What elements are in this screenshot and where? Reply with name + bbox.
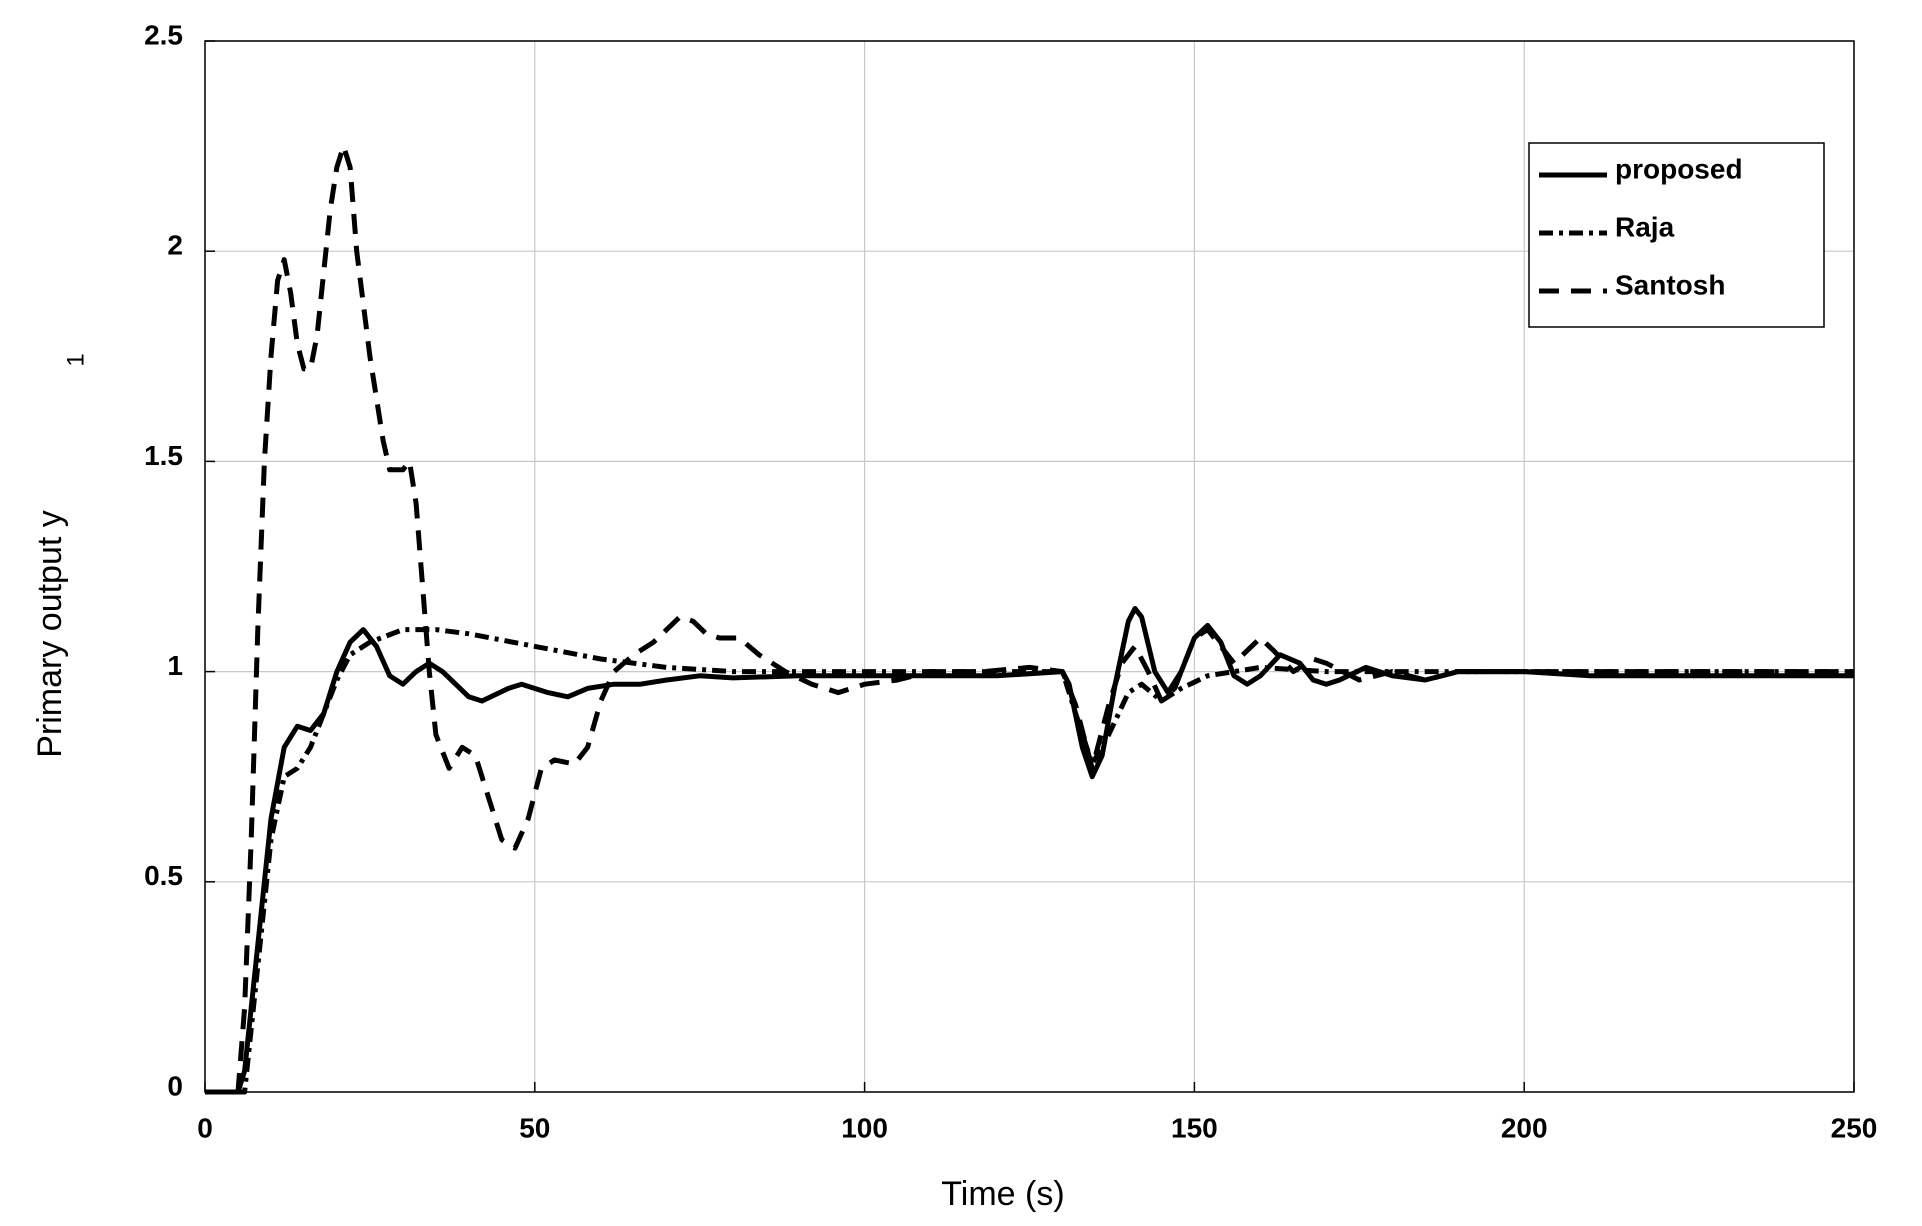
y-tick-label: 1.5	[144, 440, 183, 471]
series-line	[205, 143, 1854, 1095]
series-line	[205, 627, 1854, 1095]
plot-frame	[204, 40, 1855, 1093]
series-line	[205, 606, 1854, 1095]
x-tick-label: 50	[519, 1112, 550, 1143]
legend-label: proposed	[1615, 153, 1743, 184]
x-tick-label: 0	[197, 1112, 213, 1143]
x-tick-label: 150	[1171, 1112, 1218, 1143]
y-tick-label: 0.5	[144, 860, 183, 891]
legend-label: Santosh	[1615, 269, 1725, 300]
x-tick-label: 100	[841, 1112, 888, 1143]
y-tick-label: 1	[167, 650, 183, 681]
y-tick-label: 0	[167, 1070, 183, 1101]
y-tick-label: 2.5	[144, 19, 183, 50]
legend-label: Raja	[1615, 211, 1675, 242]
x-tick-label: 200	[1501, 1112, 1548, 1143]
x-tick-label: 250	[1831, 1112, 1878, 1143]
y-axis-label: Primary output y	[31, 510, 69, 758]
y-axis-label-subscript: 1	[62, 353, 89, 366]
x-axis-label: Time (s)	[941, 1175, 1064, 1213]
y-tick-label: 2	[167, 230, 183, 261]
